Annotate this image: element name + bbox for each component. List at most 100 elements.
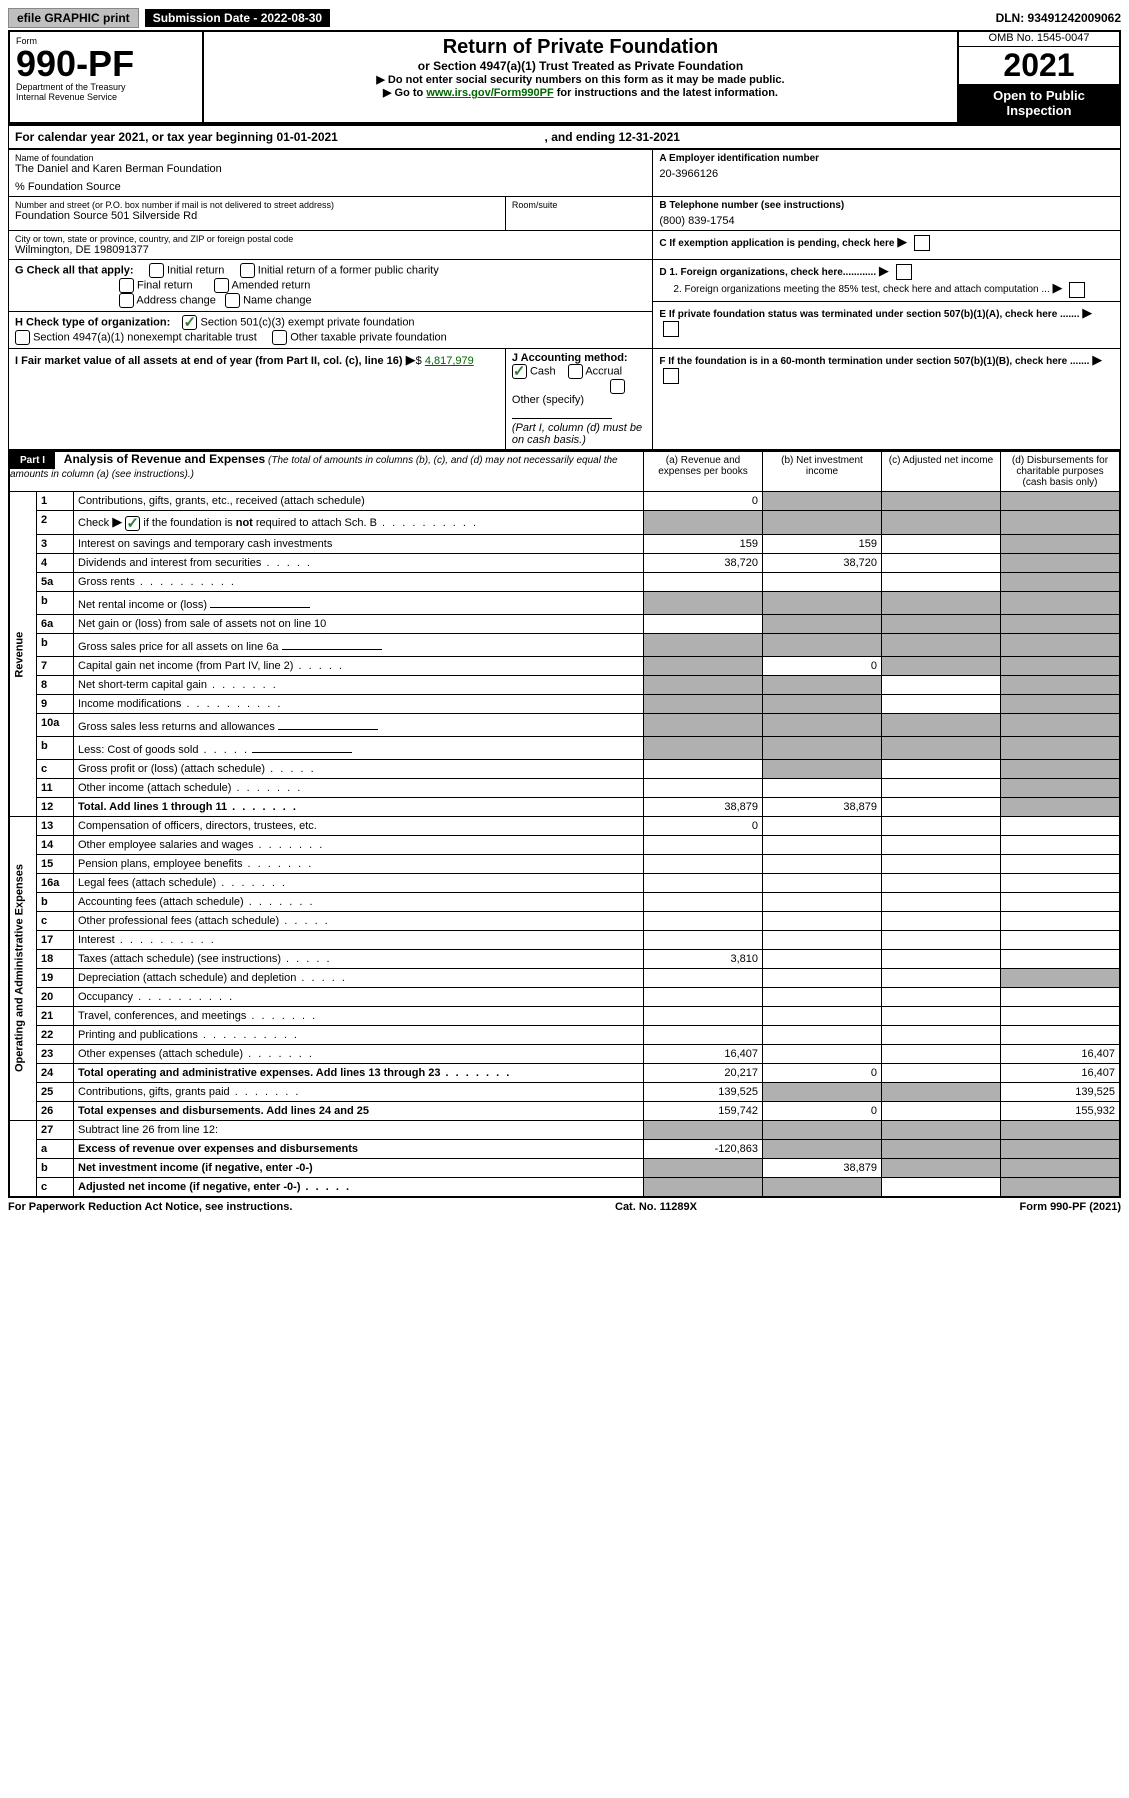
- form-title: Return of Private Foundation: [210, 36, 951, 59]
- d2-checkbox[interactable]: [1069, 282, 1085, 298]
- line-description: Total. Add lines 1 through 11: [74, 797, 644, 816]
- g-opt-1: Initial return of a former public charit…: [258, 264, 439, 276]
- c-label: C If exemption application is pending, c…: [659, 238, 894, 249]
- amount-cell: 0: [763, 656, 882, 675]
- name-change-checkbox[interactable]: [225, 293, 240, 308]
- line-number: c: [37, 759, 74, 778]
- amount-cell: [882, 1101, 1001, 1120]
- amount-cell: [644, 511, 763, 535]
- e-checkbox[interactable]: [663, 321, 679, 337]
- f-checkbox[interactable]: [663, 368, 679, 384]
- amount-cell: [644, 892, 763, 911]
- line-description: Other expenses (attach schedule): [74, 1044, 644, 1063]
- accrual-checkbox[interactable]: [568, 364, 583, 379]
- g-opt-2: Final return: [137, 279, 193, 291]
- amount-cell: [882, 1063, 1001, 1082]
- g-opt-3: Amended return: [231, 279, 310, 291]
- initial-return-checkbox[interactable]: [149, 263, 164, 278]
- line-number: 19: [37, 968, 74, 987]
- initial-return-former-checkbox[interactable]: [240, 263, 255, 278]
- amount-cell: [1001, 949, 1121, 968]
- amount-cell: [763, 1044, 882, 1063]
- amount-cell: [644, 675, 763, 694]
- amount-cell: [1001, 511, 1121, 535]
- amount-cell: [1001, 614, 1121, 633]
- line-description: Gross sales less returns and allowances: [74, 713, 644, 736]
- 4947a1-checkbox[interactable]: [15, 330, 30, 345]
- amount-cell: [1001, 591, 1121, 614]
- amount-cell: [882, 675, 1001, 694]
- amount-cell: [1001, 492, 1121, 511]
- other-method-checkbox[interactable]: [610, 379, 625, 394]
- part1-label: Part I: [10, 452, 55, 469]
- amount-cell: [882, 1139, 1001, 1158]
- amount-cell: [882, 694, 1001, 713]
- table-row: 20Occupancy: [9, 987, 1120, 1006]
- amount-cell: [1001, 816, 1121, 835]
- c-checkbox[interactable]: [914, 235, 930, 251]
- amount-cell: [882, 911, 1001, 930]
- i-label: I Fair market value of all assets at end…: [15, 355, 403, 367]
- line-number: 11: [37, 778, 74, 797]
- amount-cell: [882, 1177, 1001, 1197]
- line-description: Other professional fees (attach schedule…: [74, 911, 644, 930]
- line-number: 9: [37, 694, 74, 713]
- amount-cell: [763, 736, 882, 759]
- cash-checkbox[interactable]: [512, 364, 527, 379]
- form990pf-link[interactable]: www.irs.gov/Form990PF: [426, 87, 553, 99]
- amount-cell: [882, 892, 1001, 911]
- amount-cell: [882, 656, 1001, 675]
- efile-print-button[interactable]: efile GRAPHIC print: [8, 8, 139, 28]
- table-row: bLess: Cost of goods sold: [9, 736, 1120, 759]
- j-cash: Cash: [530, 365, 556, 377]
- d1-checkbox[interactable]: [896, 264, 912, 280]
- col-b-header: (b) Net investment income: [763, 451, 882, 492]
- address-change-checkbox[interactable]: [119, 293, 134, 308]
- calyear-mid: , and ending: [545, 130, 619, 144]
- line-number: b: [37, 892, 74, 911]
- amount-cell: [1001, 911, 1121, 930]
- fmv-link[interactable]: 4,817,979: [425, 355, 474, 367]
- amount-cell: [882, 633, 1001, 656]
- dln: DLN: 93491242009062: [996, 11, 1121, 25]
- amount-cell: [644, 656, 763, 675]
- footer-right: Form 990-PF (2021): [1020, 1201, 1122, 1213]
- schb-checkbox[interactable]: [125, 516, 140, 531]
- amount-cell: [1001, 778, 1121, 797]
- table-row: 4Dividends and interest from securities3…: [9, 553, 1120, 572]
- g-opt-5: Name change: [243, 294, 312, 306]
- amount-cell: [763, 591, 882, 614]
- care-of: % Foundation Source: [15, 181, 646, 193]
- amount-cell: [763, 572, 882, 591]
- amount-cell: [882, 1025, 1001, 1044]
- g-opt-4: Address change: [136, 294, 216, 306]
- amount-cell: [763, 1177, 882, 1197]
- j-note: (Part I, column (d) must be on cash basi…: [512, 422, 642, 446]
- open-public-label: Open to Public Inspection: [959, 84, 1119, 122]
- line-number: 10a: [37, 713, 74, 736]
- final-return-checkbox[interactable]: [119, 278, 134, 293]
- opex-section-label: Operating and Administrative Expenses: [9, 816, 37, 1120]
- line-description: Total operating and administrative expen…: [74, 1063, 644, 1082]
- amount-cell: [882, 854, 1001, 873]
- amount-cell: [1001, 968, 1121, 987]
- other-taxable-checkbox[interactable]: [272, 330, 287, 345]
- line-number: b: [37, 1158, 74, 1177]
- amount-cell: 38,879: [763, 797, 882, 816]
- calyear-begin: 01-01-2021: [276, 130, 337, 144]
- amount-cell: [882, 987, 1001, 1006]
- table-row: 16aLegal fees (attach schedule): [9, 873, 1120, 892]
- amount-cell: [644, 987, 763, 1006]
- line-description: Occupancy: [74, 987, 644, 1006]
- 501c3-checkbox[interactable]: [182, 315, 197, 330]
- table-row: cOther professional fees (attach schedul…: [9, 911, 1120, 930]
- amount-cell: [1001, 759, 1121, 778]
- amount-cell: [1001, 572, 1121, 591]
- line-description: Net investment income (if negative, ente…: [74, 1158, 644, 1177]
- instr2-post: for instructions and the latest informat…: [554, 87, 778, 99]
- amount-cell: 16,407: [1001, 1063, 1121, 1082]
- amended-return-checkbox[interactable]: [214, 278, 229, 293]
- table-row: Revenue1Contributions, gifts, grants, et…: [9, 492, 1120, 511]
- amount-cell: 159: [644, 534, 763, 553]
- amount-cell: [882, 759, 1001, 778]
